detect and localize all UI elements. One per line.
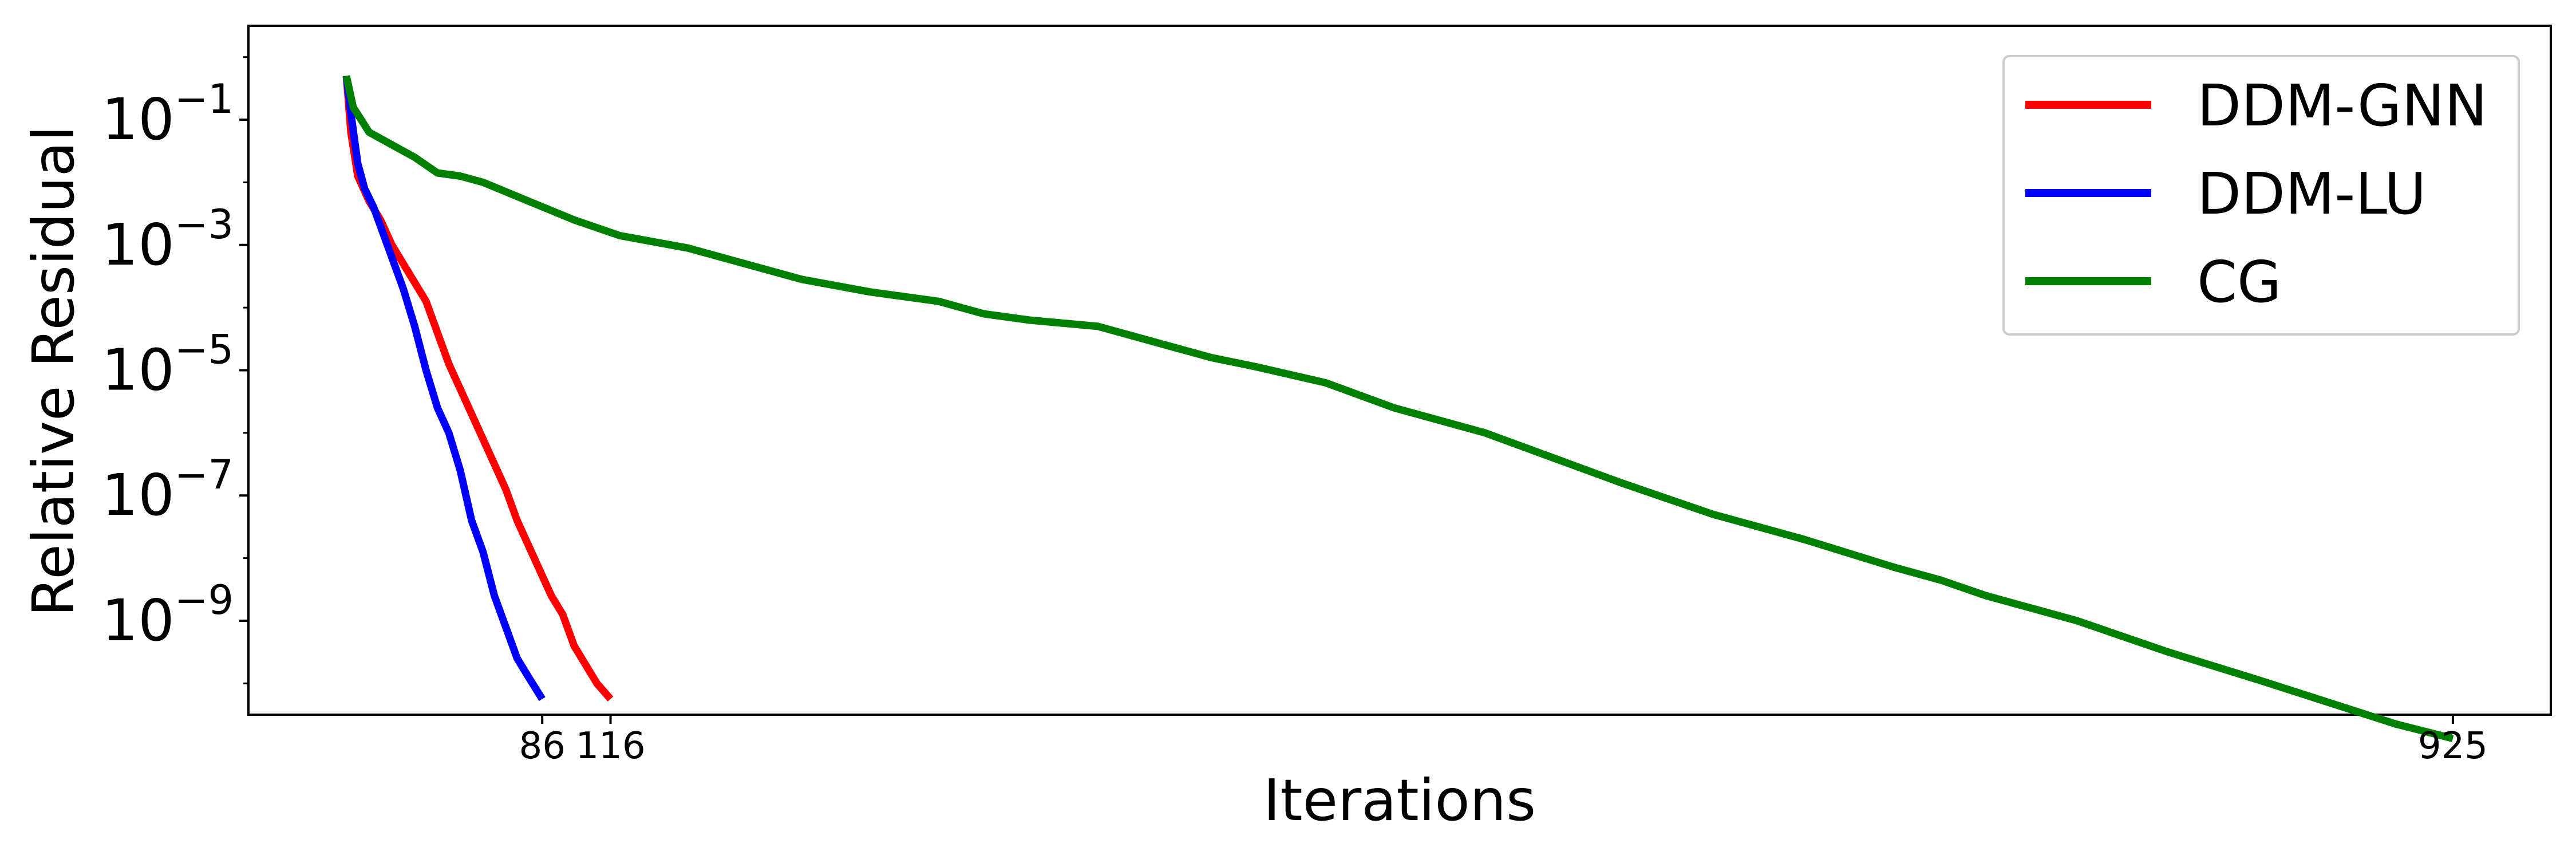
- x-tick-label: 116: [575, 725, 645, 767]
- series-line-cg: [342, 75, 2454, 742]
- y-tick-exponent: −3: [175, 201, 234, 248]
- y-tick-base: 10: [102, 587, 175, 654]
- legend-label-ddm-lu: DDM-LU: [2197, 160, 2426, 227]
- legend-label-ddm-gnn: DDM-GNN: [2197, 72, 2487, 139]
- y-tick-base: 10: [102, 337, 175, 404]
- y-tick-base: 10: [102, 211, 175, 278]
- y-tick-exponent: −9: [175, 577, 234, 624]
- y-axis: 10−110−310−510−710−9: [102, 56, 248, 684]
- y-tick-exponent: −1: [175, 76, 234, 123]
- y-tick-label: 10−5: [102, 326, 234, 404]
- y-tick-label: 10−7: [102, 451, 234, 529]
- y-tick-exponent: −5: [175, 326, 234, 373]
- x-tick-label: 86: [519, 725, 565, 767]
- y-tick-exponent: −7: [175, 451, 234, 498]
- x-tick-label: 925: [2418, 725, 2488, 767]
- y-axis-label: Relative Residual: [20, 125, 87, 616]
- y-tick-base: 10: [102, 86, 175, 153]
- legend-box: [2002, 55, 2520, 336]
- x-axis-label: Iterations: [1263, 767, 1536, 834]
- x-axis: 86 116 925: [519, 715, 2488, 767]
- y-tick-base: 10: [102, 462, 175, 529]
- legend: DDM-GNN DDM-LU CG: [2002, 55, 2520, 336]
- y-tick-label: 10−1: [102, 76, 234, 153]
- y-tick-label: 10−9: [102, 577, 234, 654]
- legend-label-cg: CG: [2197, 249, 2281, 316]
- series-layer: [342, 75, 2454, 742]
- series-line-ddm-lu: [342, 75, 546, 702]
- y-tick-label: 10−3: [102, 201, 234, 278]
